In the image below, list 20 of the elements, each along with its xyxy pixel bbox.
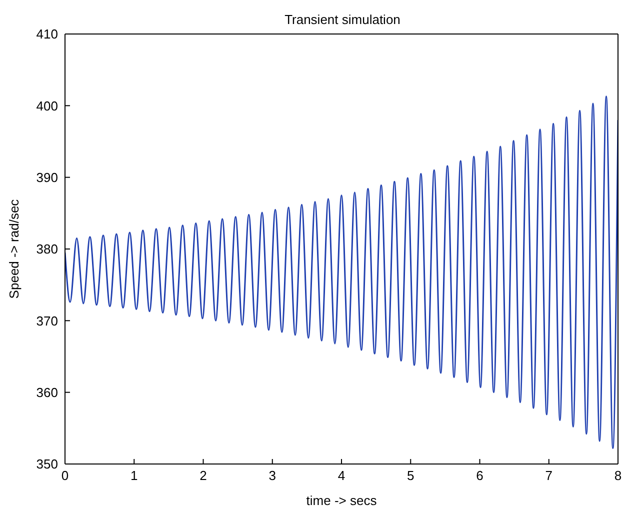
x-tick-label: 3: [268, 468, 276, 484]
y-tick-label: 370: [36, 313, 58, 328]
x-axis-title: time -> secs: [306, 493, 378, 508]
x-tick-label: 4: [338, 468, 346, 484]
y-tick-label: 400: [36, 98, 58, 114]
x-tick-label: 6: [476, 468, 484, 484]
x-tick-label: 8: [614, 468, 622, 484]
x-tick-label: 1: [130, 468, 138, 484]
y-tick-label: 390: [36, 170, 58, 185]
y-axis-title: Speed -> rad/sec: [6, 198, 22, 299]
y-tick-label: 410: [36, 26, 58, 42]
x-tick-label: 5: [407, 468, 414, 484]
y-tick-label: 360: [36, 384, 58, 400]
x-tick-label: 0: [61, 468, 69, 484]
y-tick-label: 380: [36, 242, 58, 257]
line-series: [65, 96, 618, 449]
x-tick-label: 2: [200, 468, 207, 484]
x-tick-label: 7: [545, 468, 552, 484]
y-tick-label: 350: [36, 456, 58, 472]
chart-title: Transient simulation: [284, 12, 402, 27]
